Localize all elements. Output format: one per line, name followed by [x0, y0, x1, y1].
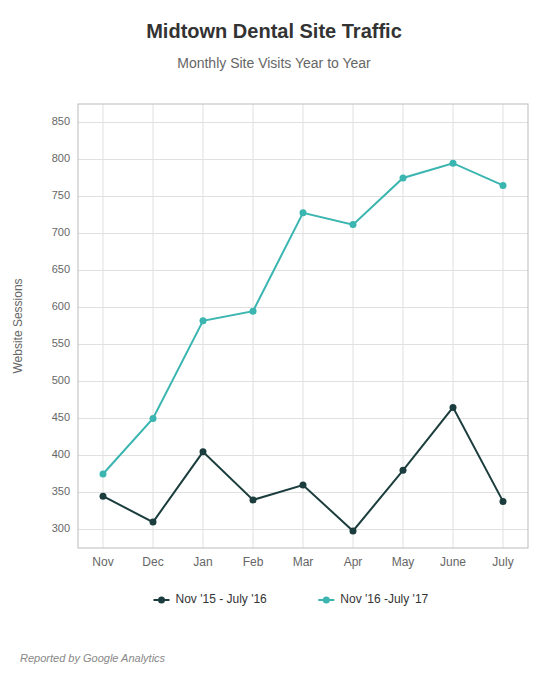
data-point: [200, 448, 207, 455]
x-tick-label: July: [492, 555, 513, 569]
data-point: [100, 471, 107, 478]
y-tick-label: 450: [52, 411, 70, 423]
y-tick-label: 350: [52, 485, 70, 497]
title: Midtown Dental Site Traffic: [146, 20, 402, 42]
x-tick-label: Dec: [142, 555, 163, 569]
plot-frame: [78, 104, 528, 548]
y-tick-label: 600: [52, 300, 70, 312]
x-tick-label: Mar: [293, 555, 314, 569]
x-grid-line: [403, 104, 404, 548]
y-tick-label: 850: [52, 115, 70, 127]
x-grid-line: [253, 104, 254, 548]
y-tick-label: 700: [52, 226, 70, 238]
y-tick-label: 300: [52, 522, 70, 534]
data-point: [300, 482, 307, 489]
grid: [78, 104, 528, 548]
data-point: [350, 527, 357, 534]
data-point: [150, 519, 157, 526]
legend: Nov '15 - July '16 Nov '16 -July '17: [154, 592, 429, 606]
y-tick-label: 550: [52, 337, 70, 349]
footer-note: Reported by Google Analytics: [20, 652, 166, 664]
x-tick-label: Jan: [193, 555, 212, 569]
legend-marker: [158, 597, 165, 604]
data-point: [150, 415, 157, 422]
legend-label: Nov '15 - July '16: [176, 592, 268, 606]
y-tick-label: 500: [52, 374, 70, 386]
series-line: [103, 407, 503, 531]
series: [100, 404, 507, 535]
x-tick-label: May: [392, 555, 415, 569]
chart: Midtown Dental Site Traffic Monthly Site …: [0, 0, 548, 678]
x-grid-line: [503, 104, 504, 548]
data-point: [400, 467, 407, 474]
plot-area: [100, 160, 507, 535]
y-tick-label: 650: [52, 263, 70, 275]
data-point: [500, 498, 507, 505]
data-point: [450, 404, 457, 411]
data-point: [200, 317, 207, 324]
y-tick-label: 750: [52, 189, 70, 201]
y-tick-label: 400: [52, 448, 70, 460]
data-point: [300, 209, 307, 216]
y-axis-label: Website Sessions: [11, 278, 25, 373]
x-grid-line: [153, 104, 154, 548]
y-tick-label: 800: [52, 152, 70, 164]
x-grid-line: [453, 104, 454, 548]
x-grid-line: [103, 104, 104, 548]
x-tick-label: Nov: [92, 555, 113, 569]
data-point: [250, 496, 257, 503]
x-tick-label: Apr: [344, 555, 363, 569]
legend-marker: [323, 597, 330, 604]
data-point: [400, 175, 407, 182]
subtitle: Monthly Site Visits Year to Year: [177, 55, 371, 71]
x-grid-line: [203, 104, 204, 548]
x-grid-line: [353, 104, 354, 548]
series-line: [103, 163, 503, 474]
data-point: [100, 493, 107, 500]
legend-label: Nov '16 -July '17: [340, 592, 428, 606]
x-grid-line: [303, 104, 304, 548]
data-point: [250, 308, 257, 315]
data-point: [350, 221, 357, 228]
series: [100, 160, 507, 478]
data-point: [450, 160, 457, 167]
data-point: [500, 182, 507, 189]
x-tick-label: June: [440, 555, 466, 569]
x-tick-label: Feb: [243, 555, 264, 569]
